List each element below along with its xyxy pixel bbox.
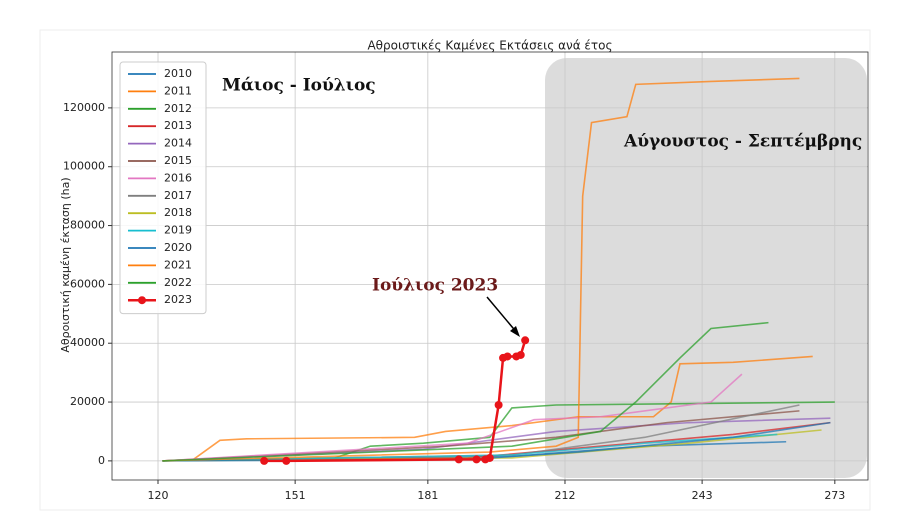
point [260,456,269,465]
series-line [162,77,800,462]
y-tick-label: 120000 [63,101,105,114]
series-line [162,355,813,462]
plot: 0 20000 40000 60000 80000 100000 120000 120 151 1… [63,51,869,502]
annotation-arrow [486,296,519,335]
legend-marker [138,296,146,305]
series-line [162,373,743,462]
x-tick-label: 212 [554,489,575,502]
legend-label: 2021 [164,258,192,271]
series-line [162,410,800,462]
chart-title: Αθροιστικές Καμένες Εκτάσεις ανά έτος [367,39,612,53]
legend-label: 2014 [164,137,192,150]
x-tick-label: 273 [824,489,845,502]
legend: 2010 2011 2012 2013 2014 2015 2016 2017 2018 2019… [119,61,207,315]
point [521,336,530,345]
legend-label: 2016 [164,171,192,184]
legend-label: 2013 [164,119,192,132]
point [503,352,512,361]
point [485,453,494,462]
x-tick-label: 151 [285,489,306,502]
annotation: Μάιος - Ιούλιος [222,76,376,96]
legend-label: 2012 [164,102,192,115]
annotation: Αύγουστος - Σεπτέμβρης [623,132,862,152]
y-axis-label: Αθροιστική καμένη έκταση (ha) [59,177,72,352]
legend-label: 2017 [164,189,192,202]
y-tick-label: 100000 [63,160,105,173]
legend-box [119,61,207,315]
y-tick-label: 80000 [70,219,105,232]
y-tick-label: 20000 [70,395,105,408]
x-tick-label: 243 [692,489,713,502]
point [516,350,525,359]
legend-label: 2015 [164,154,192,167]
shaded-period [545,58,867,478]
y-tick-label: 40000 [70,336,105,349]
legend-label: 2019 [164,224,192,237]
series-line [162,321,769,462]
point [282,456,291,465]
y-tick-label: 0 [98,454,105,467]
x-tick-label: 120 [148,489,169,502]
point [472,455,481,464]
arrow-head [510,326,520,337]
plot-border [111,51,869,481]
point [494,400,503,409]
x-tick-label: 181 [417,489,438,502]
point [454,455,463,464]
legend-label: 2020 [164,241,192,254]
legend-label: 2011 [164,84,192,97]
legend-label: 2022 [164,276,192,289]
legend-label: 2018 [164,206,192,219]
annotation: Ιούλιος 2023 [372,276,498,296]
legend-label: 2023 [164,293,192,306]
legend-label: 2010 [164,67,192,80]
y-tick-label: 60000 [70,277,105,290]
